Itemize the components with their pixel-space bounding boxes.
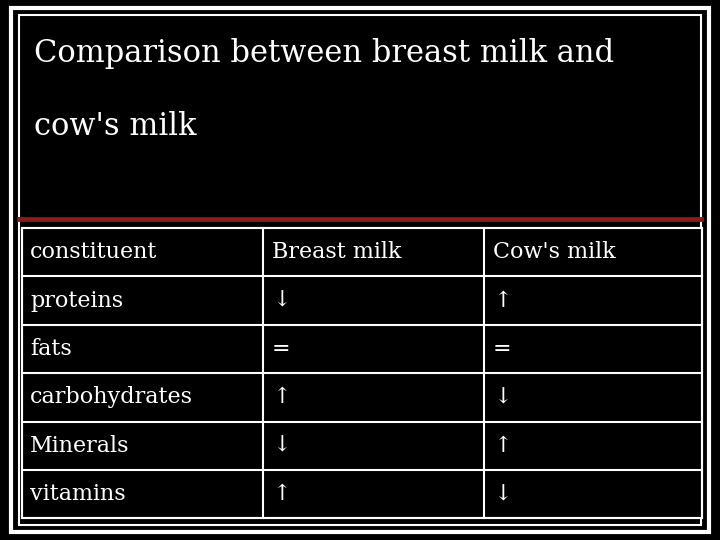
- Text: =: =: [493, 338, 511, 360]
- Text: ↓: ↓: [271, 289, 290, 312]
- Text: vitamins: vitamins: [30, 483, 126, 505]
- Text: fats: fats: [30, 338, 72, 360]
- Text: ↑: ↑: [271, 483, 290, 505]
- Text: ↓: ↓: [493, 386, 511, 408]
- Text: ↑: ↑: [493, 289, 511, 312]
- Text: constituent: constituent: [30, 241, 158, 263]
- Bar: [22, 228, 702, 518]
- Text: ↑: ↑: [493, 435, 511, 457]
- Text: ↓: ↓: [493, 483, 511, 505]
- Text: =: =: [271, 338, 290, 360]
- Text: proteins: proteins: [30, 289, 123, 312]
- Text: Breast milk: Breast milk: [271, 241, 401, 263]
- Text: ↓: ↓: [271, 435, 290, 457]
- Text: carbohydrates: carbohydrates: [30, 386, 193, 408]
- Text: ↑: ↑: [271, 386, 290, 408]
- Text: Cow's milk: Cow's milk: [493, 241, 616, 263]
- Text: Minerals: Minerals: [30, 435, 130, 457]
- Text: cow's milk: cow's milk: [34, 111, 197, 141]
- Text: Comparison between breast milk and: Comparison between breast milk and: [34, 38, 614, 69]
